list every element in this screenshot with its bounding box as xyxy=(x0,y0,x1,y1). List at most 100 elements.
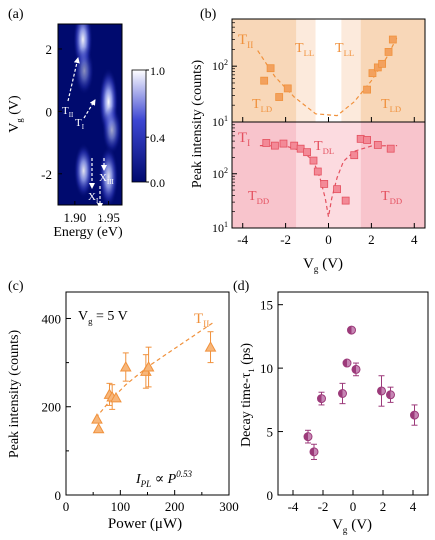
panel-c-condition-tail: = 5 V xyxy=(92,309,127,324)
panel-b-xtick-label: 2 xyxy=(368,232,375,247)
panel-c-point xyxy=(142,360,155,372)
panel-b-point xyxy=(384,48,393,56)
panel-b-point xyxy=(386,144,395,153)
panel-a-ylabel-sub: g xyxy=(14,118,24,123)
tick-exp: 2 xyxy=(224,166,228,175)
panel-c-ytick-label: 0 xyxy=(55,488,62,503)
panel-b-xtick-label: -2 xyxy=(280,232,291,247)
panel-b-xtick-label: 4 xyxy=(411,232,418,247)
tick-base: 10 xyxy=(212,115,224,129)
panel-b-point xyxy=(270,141,279,150)
panel-b-region-label-main: T xyxy=(314,139,323,154)
panel-b-point xyxy=(279,139,288,148)
panel-d-ytick-label: 15 xyxy=(260,298,273,313)
panel-b-shading xyxy=(296,19,316,122)
panel-b-point xyxy=(309,156,318,165)
panel-d-point-half xyxy=(310,447,314,456)
panel-b-series-name-main: T xyxy=(238,130,247,146)
panel-d-point-half xyxy=(343,359,347,368)
colorbar-tick-label: 0.4 xyxy=(150,131,165,145)
panel-d-xlabel-main: V xyxy=(332,517,343,533)
panel-c-series-name-main: T xyxy=(194,311,203,327)
panel-b-region-label-main: T xyxy=(248,189,257,204)
colorbar-tick-label: 0.0 xyxy=(150,176,165,190)
panel-a-ytick-label: 2 xyxy=(46,42,53,57)
panel-b-ytick-label: 102 xyxy=(212,166,228,181)
panel-b-point xyxy=(283,84,292,93)
panel-a-annotation-sub: II xyxy=(106,218,111,225)
panel-c-xtick-label: 100 xyxy=(111,499,131,514)
panel-b-point xyxy=(320,180,329,188)
panel-b-region-label-sub: DL xyxy=(323,146,335,156)
panel-b-series-name-main: T xyxy=(238,32,247,48)
panel-b-region-label: TLL xyxy=(335,41,354,58)
panel-a-annotation-main: T xyxy=(62,105,69,117)
panel-a-label: (a) xyxy=(8,7,24,22)
panel-a-ylabel: Vg (V) xyxy=(7,95,24,133)
colorbar xyxy=(131,69,147,183)
panel-b-region-label: TDD xyxy=(248,189,269,206)
panel-b-xtick-label: -4 xyxy=(237,232,248,247)
heatmap-blob xyxy=(74,46,94,95)
panel-b-series-name: TI xyxy=(238,130,250,149)
panel-a-annotation: XIII xyxy=(99,172,114,186)
panel-b-region-label-main: T xyxy=(252,97,261,112)
panel-b-xlabel-main: V xyxy=(303,256,314,272)
panel-b-point xyxy=(313,167,322,176)
panel-a-arrow xyxy=(67,57,80,102)
panel-d-ylabel-tail: (ps) xyxy=(239,343,254,369)
panel-b-region-label-sub: DD xyxy=(390,196,403,206)
panel-b-xlabel-sub: g xyxy=(314,265,319,275)
panel-d-ylabel-main: Decay time-τ xyxy=(239,372,254,447)
panel-a-annotation-main: T xyxy=(75,117,82,129)
panel-b-region-label-main: T xyxy=(381,189,390,204)
panel-d-frame xyxy=(277,291,429,496)
panel-a-annotation-sub: III xyxy=(107,179,115,186)
panel-c-condition: Vg = 5 V xyxy=(78,309,128,326)
panel-a-xtick-label: 1.95 xyxy=(97,210,120,225)
panel-c-ylabel: Peak intensity (counts) xyxy=(7,330,22,459)
panel-b-point xyxy=(303,148,311,157)
panel-d-point-half xyxy=(410,411,415,420)
panel-d-ylabel-sub: 1 xyxy=(246,368,256,372)
panel-d-ylabel: Decay time-τ1 (ps) xyxy=(239,343,256,447)
panel-b-xlabel: Vg (V) xyxy=(303,256,343,275)
panel-b-ytick-label: 101 xyxy=(212,114,228,129)
tick-exp: 1 xyxy=(224,220,228,229)
panel-c-ytick-label: 400 xyxy=(42,311,62,326)
panel-b-point xyxy=(368,69,377,78)
panel-a-ytick-label: 0 xyxy=(46,104,53,119)
panel-a-arrow xyxy=(83,99,96,119)
panel-d-xtick-label: -2 xyxy=(318,499,329,514)
panel-a-xtick-label: 1.90 xyxy=(63,210,86,225)
panel-b-xlabel-tail: (V) xyxy=(318,256,343,272)
panel-b-point xyxy=(378,59,387,68)
panel-b-point xyxy=(363,136,372,144)
panel-b-ylabel: Peak intensity (counts) xyxy=(190,60,205,189)
panel-d-xlabel: Vg (V) xyxy=(332,517,372,536)
panel-b-shading xyxy=(296,122,361,228)
panel-c-label: (c) xyxy=(8,279,24,294)
colorbar-tick-label: 1.0 xyxy=(150,64,165,78)
panel-b-series-name: TII xyxy=(238,32,253,51)
panel-d-point-half xyxy=(377,386,382,395)
panel-d-point-half xyxy=(352,365,356,374)
panel-d-ytick-label: 0 xyxy=(267,488,274,503)
tick-exp: 1 xyxy=(224,114,228,123)
panel-b-ytick-label: 101 xyxy=(212,220,228,235)
panel-d-point-half xyxy=(317,394,322,403)
formula-part: 0.53 xyxy=(176,469,192,479)
panel-a-annotation-sub: I xyxy=(96,198,99,205)
panel-b-region-label: TLD xyxy=(252,97,272,114)
panel-b-point xyxy=(373,141,382,149)
panel-b-point xyxy=(356,134,365,143)
panel-d-point-half xyxy=(347,326,352,335)
panel-b-region-label-sub: LD xyxy=(390,104,402,114)
panel-c-point xyxy=(119,360,132,372)
panel-b-xtick-label: 0 xyxy=(325,232,332,247)
panel-d-xtick-label: 0 xyxy=(350,499,357,514)
panel-b-ytick-label: 102 xyxy=(212,58,228,73)
panel-b-region-label-main: T xyxy=(381,97,390,112)
panel-c-xtick-label: 300 xyxy=(219,499,239,514)
panel-c-point xyxy=(92,422,105,434)
